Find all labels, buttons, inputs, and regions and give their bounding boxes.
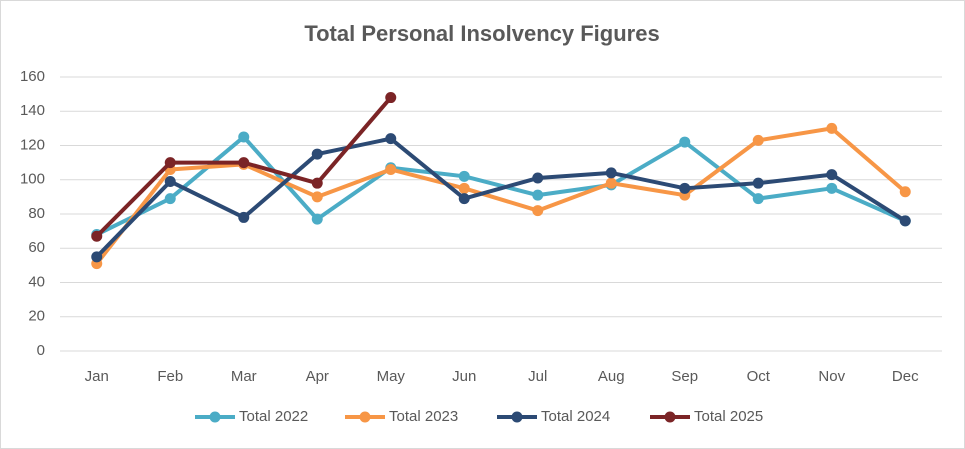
x-tick-label: Jul [528, 368, 547, 385]
data-point [532, 205, 544, 217]
x-tick-label: Aug [598, 368, 625, 385]
x-tick-label: Nov [818, 368, 845, 385]
data-point [679, 182, 691, 194]
legend-marker [511, 411, 523, 423]
data-point [458, 193, 470, 205]
y-tick-label: 160 [20, 68, 45, 85]
data-point [385, 92, 397, 104]
legend-label: Total 2025 [694, 408, 763, 425]
y-tick-label: 120 [20, 136, 45, 153]
x-tick-label: Jun [452, 368, 476, 385]
data-point [605, 167, 617, 179]
y-tick-label: 140 [20, 102, 45, 119]
data-point [826, 122, 838, 134]
data-point [899, 186, 911, 198]
x-tick-label: Jan [85, 368, 109, 385]
series-line [95, 126, 907, 265]
x-tick-label: Oct [747, 368, 771, 385]
data-point [91, 230, 103, 242]
data-point [532, 172, 544, 184]
data-point [238, 211, 250, 223]
data-point [238, 131, 250, 143]
y-tick-label: 80 [28, 205, 45, 222]
chart-title: Total Personal Insolvency Figures [304, 21, 659, 46]
x-tick-label: Apr [306, 368, 329, 385]
data-point [752, 134, 764, 146]
data-point [91, 251, 103, 263]
data-point [679, 136, 691, 148]
data-point [826, 182, 838, 194]
legend-marker [664, 411, 676, 423]
y-tick-label: 0 [37, 342, 45, 359]
legend-marker [359, 411, 371, 423]
data-point [311, 177, 323, 189]
y-tick-label: 60 [28, 239, 45, 256]
data-point [385, 163, 397, 175]
series-line [95, 136, 907, 259]
data-point [899, 215, 911, 227]
data-point [311, 213, 323, 225]
data-point [532, 189, 544, 201]
legend-marker [209, 411, 221, 423]
legend-label: Total 2022 [239, 408, 308, 425]
data-point [238, 157, 250, 169]
data-point [458, 170, 470, 182]
legend-label: Total 2024 [541, 408, 610, 425]
x-tick-label: May [377, 368, 406, 385]
y-tick-label: 20 [28, 308, 45, 325]
data-point [164, 175, 176, 187]
data-point [752, 177, 764, 189]
data-point [385, 133, 397, 145]
data-point [605, 177, 617, 189]
data-point [164, 157, 176, 169]
data-point [826, 169, 838, 181]
series-line [95, 134, 907, 237]
data-point [311, 148, 323, 160]
legend-label: Total 2023 [389, 408, 458, 425]
y-tick-label: 40 [28, 273, 45, 290]
x-tick-label: Dec [892, 368, 919, 385]
x-tick-label: Mar [231, 368, 257, 385]
x-tick-label: Feb [157, 368, 183, 385]
y-tick-label: 100 [20, 171, 45, 188]
data-point [458, 182, 470, 194]
data-point [752, 193, 764, 205]
x-tick-label: Sep [671, 368, 698, 385]
data-point [164, 193, 176, 205]
data-point [311, 191, 323, 203]
